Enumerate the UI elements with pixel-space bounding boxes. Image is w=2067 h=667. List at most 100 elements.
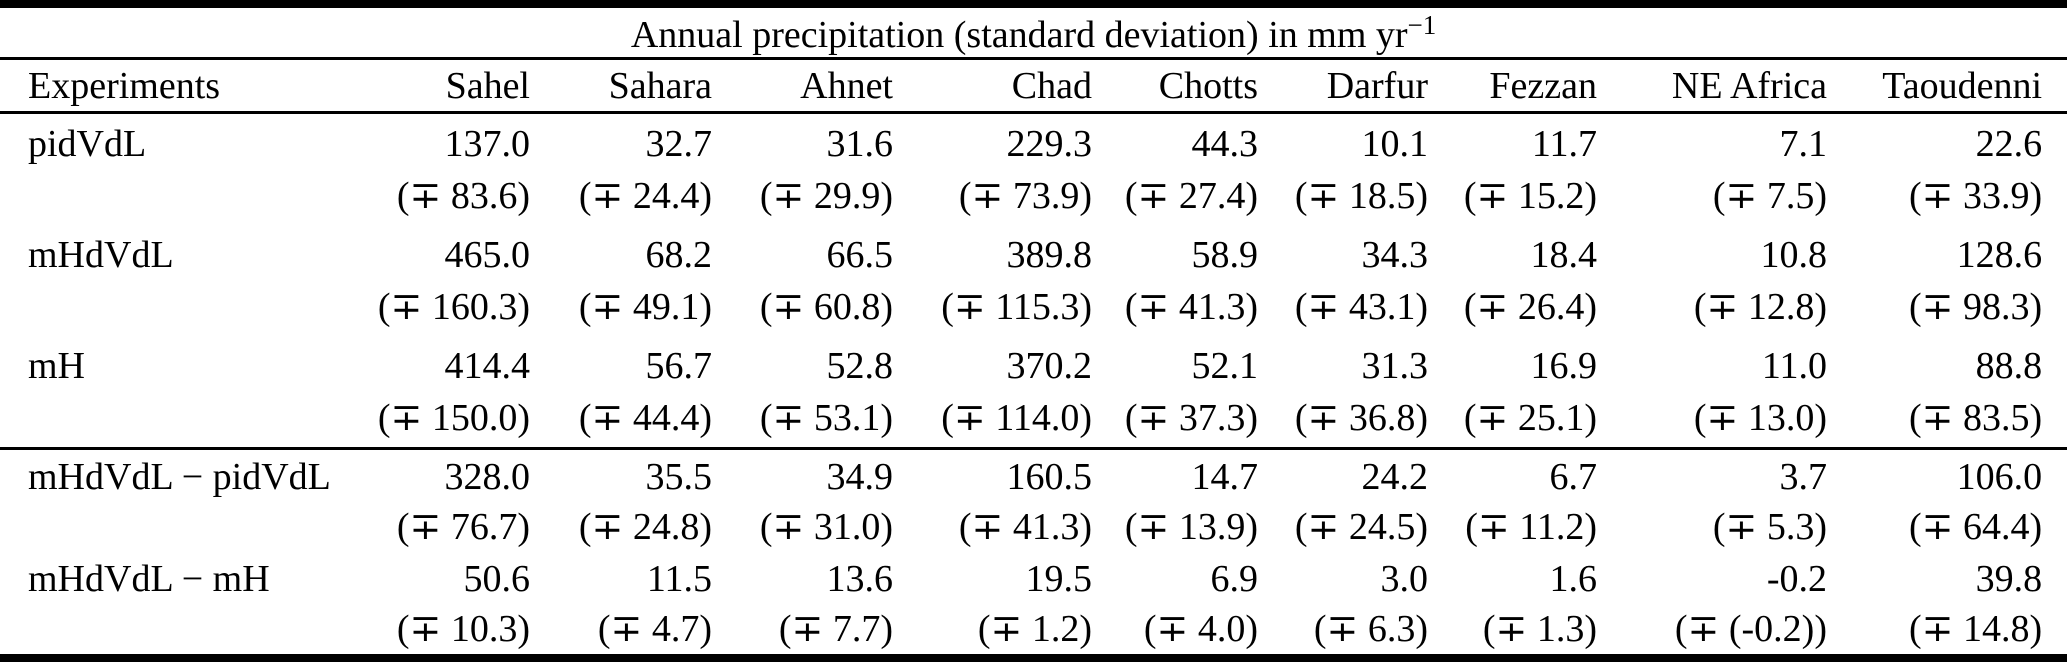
- std-dev-value: (∓ 98.3): [1908, 286, 2043, 328]
- value-cell: 229.3 (∓ 73.9): [893, 113, 1092, 226]
- value-cell: 14.7 (∓ 13.9): [1092, 449, 1258, 553]
- mean-value: 465.0: [444, 234, 531, 276]
- std-dev-value: (∓ 41.3): [958, 506, 1092, 548]
- mean-value: 11.5: [646, 558, 712, 600]
- value-cell: 88.8 (∓ 83.5): [1827, 336, 2067, 450]
- value-cell: 32.7 (∓ 24.4): [530, 113, 712, 226]
- std-dev-value: (∓ 25.1): [1463, 397, 1597, 439]
- mean-value: 3.0: [1380, 558, 1429, 600]
- mean-value: 44.3: [1191, 123, 1259, 165]
- table-title-text: Annual precipitation (standard deviation…: [630, 14, 1408, 56]
- mean-value: 16.9: [1530, 345, 1598, 387]
- std-dev-value: (∓ 64.4): [1908, 506, 2043, 548]
- std-dev-value: (∓ 4.7): [597, 608, 712, 650]
- std-dev-value: (∓ 18.5): [1294, 175, 1428, 217]
- std-dev-value: (∓ 1.3): [1482, 608, 1597, 650]
- mean-value: 34.9: [826, 456, 894, 498]
- std-dev-value: (∓ 24.8): [578, 506, 712, 548]
- mean-value: 13.6: [826, 558, 894, 600]
- std-dev-value: (∓ 37.3): [1124, 397, 1258, 439]
- value-cell: 50.6 (∓ 10.3): [350, 552, 530, 658]
- experiment-label: mHdVdL − mH: [28, 558, 270, 600]
- mean-value: 14.7: [1191, 456, 1259, 498]
- mean-value: 56.7: [645, 345, 713, 387]
- value-cell: 414.4 (∓ 150.0): [350, 336, 530, 450]
- value-cell: 58.9 (∓ 41.3): [1092, 225, 1258, 336]
- table-row: mHdVdL − mH 50.6 (∓ 10.3) 11.5 (∓ 4.7) 13.6 (∓…: [0, 552, 2067, 658]
- mean-value: 52.1: [1191, 345, 1259, 387]
- column-header-chad: Chad: [893, 58, 1092, 114]
- std-dev-value: (∓ 27.4): [1124, 175, 1258, 217]
- value-cell: 22.6 (∓ 33.9): [1827, 113, 2067, 226]
- mean-value: 10.1: [1361, 123, 1429, 165]
- experiment-label: mH: [28, 345, 85, 387]
- value-cell: 10.8 (∓ 12.8): [1597, 225, 1827, 336]
- experiment-label-cell: mHdVdL − mH: [0, 552, 350, 658]
- std-dev-value: (∓ 36.8): [1294, 397, 1428, 439]
- mean-value: 6.9: [1210, 558, 1259, 600]
- mean-value: 10.8: [1760, 234, 1828, 276]
- experiment-label: mHdVdL − pidVdL: [28, 456, 331, 498]
- std-dev-value: (∓ 7.5): [1712, 175, 1827, 217]
- mean-value: 18.4: [1530, 234, 1598, 276]
- mean-value: 39.8: [1975, 558, 2043, 600]
- std-dev-value: (∓ 5.3): [1712, 506, 1827, 548]
- mean-value: 32.7: [645, 123, 713, 165]
- table-row: mH 414.4 (∓ 150.0) 56.7 (∓ 44.4) 52.8 (∓ 53.1)…: [0, 336, 2067, 450]
- std-dev-value: (∓ 14.8): [1908, 608, 2043, 650]
- value-cell: 389.8 (∓ 115.3): [893, 225, 1092, 336]
- std-dev-value: (∓ 13.9): [1124, 506, 1258, 548]
- value-cell: 328.0 (∓ 76.7): [350, 449, 530, 553]
- value-cell: 18.4 (∓ 26.4): [1428, 225, 1597, 336]
- value-cell: 10.1 (∓ 18.5): [1258, 113, 1428, 226]
- mean-value: 370.2: [1006, 345, 1093, 387]
- mean-value: 160.5: [1006, 456, 1093, 498]
- value-cell: 3.7 (∓ 5.3): [1597, 449, 1827, 553]
- std-dev-value: (∓ 6.3): [1313, 608, 1428, 650]
- mean-value: 50.6: [463, 558, 531, 600]
- experiment-label: pidVdL: [28, 123, 147, 165]
- title-row: Annual precipitation (standard deviation…: [0, 4, 2067, 60]
- mean-value: -0.2: [1766, 558, 1827, 600]
- std-dev-value: (∓ 12.8): [1693, 286, 1827, 328]
- std-dev-value: (∓ 115.3): [941, 286, 1092, 328]
- std-dev-value: (∓ 26.4): [1463, 286, 1597, 328]
- table-row: pidVdL 137.0 (∓ 83.6) 32.7 (∓ 24.4) 31.6 (∓ 29…: [0, 113, 2067, 226]
- mean-value: 6.7: [1549, 456, 1598, 498]
- value-cell: 34.3 (∓ 43.1): [1258, 225, 1428, 336]
- value-cell: 34.9 (∓ 31.0): [712, 449, 893, 553]
- mean-value: 34.3: [1361, 234, 1429, 276]
- column-header-experiments: Experiments: [0, 58, 350, 114]
- column-header-chotts: Chotts: [1092, 58, 1258, 114]
- mean-value: 68.2: [645, 234, 713, 276]
- value-cell: 1.6 (∓ 1.3): [1428, 552, 1597, 658]
- std-dev-value: (∓ 60.8): [759, 286, 893, 328]
- value-cell: 106.0 (∓ 64.4): [1827, 449, 2067, 553]
- value-cell: 52.1 (∓ 37.3): [1092, 336, 1259, 450]
- std-dev-value: (∓ 15.2): [1463, 175, 1597, 217]
- column-header-taoudenni: Taoudenni: [1827, 58, 2067, 114]
- std-dev-value: (∓ 33.9): [1908, 175, 2043, 217]
- std-dev-value: (∓ 24.5): [1294, 506, 1428, 548]
- mean-value: 22.6: [1975, 123, 2043, 165]
- mean-value: 19.5: [1025, 558, 1093, 600]
- value-cell: 39.8 (∓ 14.8): [1827, 552, 2067, 658]
- std-dev-value: (∓ 73.9): [958, 175, 1092, 217]
- value-cell: 44.3 (∓ 27.4): [1092, 113, 1258, 226]
- value-cell: 128.6 (∓ 98.3): [1827, 225, 2067, 336]
- value-cell: 24.2 (∓ 24.5): [1258, 449, 1428, 553]
- mean-value: 11.7: [1531, 123, 1597, 165]
- table-title: Annual precipitation (standard deviation…: [0, 4, 2067, 60]
- experiment-label-cell: mHdVdL − pidVdL: [0, 449, 350, 553]
- value-cell: 11.7 (∓ 15.2): [1428, 113, 1597, 226]
- mean-value: 58.9: [1191, 234, 1259, 276]
- value-cell: 16.9 (∓ 25.1): [1428, 336, 1598, 450]
- value-cell: 68.2 (∓ 49.1): [530, 225, 712, 336]
- std-dev-value: (∓ 83.5): [1908, 397, 2043, 439]
- std-dev-value: (∓ 83.6): [396, 175, 530, 217]
- std-dev-value: (∓ 10.3): [396, 608, 530, 650]
- std-dev-value: (∓ 44.4): [578, 397, 712, 439]
- column-header-row: Experiments Sahel Sahara Ahnet Chad Chotts Dar…: [0, 58, 2067, 114]
- experiment-label-cell: pidVdL: [0, 113, 350, 226]
